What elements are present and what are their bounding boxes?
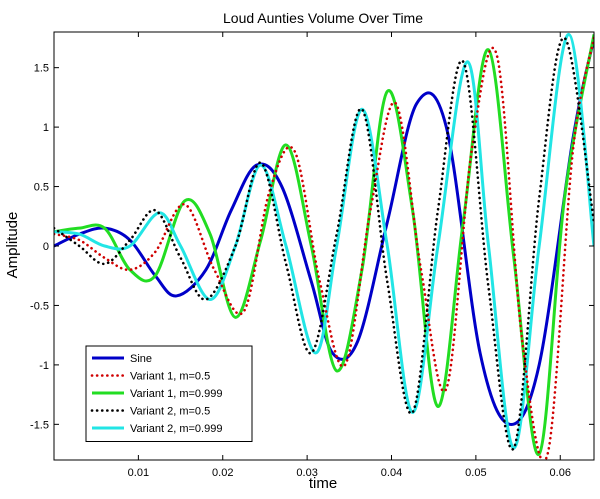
legend: Sine Variant 1, m=0.5 Variant 1, m=0.999 Va… — [85, 345, 253, 442]
legend-label: Variant 1, m=0.5 — [130, 371, 210, 383]
series-line-5 — [54, 32, 594, 450]
x-tick-label: 0.01 — [128, 467, 149, 479]
x-tick-label: 0.05 — [465, 467, 486, 479]
series-line-4 — [54, 36, 594, 451]
chart-title: Loud Aunties Volume Over Time — [223, 10, 423, 26]
x-axis-label: time — [309, 475, 337, 492]
y-tick-label: -1.5 — [30, 419, 49, 431]
x-tick-label: 0.03 — [296, 467, 317, 479]
legend-label: Variant 1, m=0.999 — [130, 388, 222, 400]
legend-label: Variant 2, m=0.999 — [130, 423, 222, 435]
y-tick-label: 0 — [43, 241, 49, 253]
x-tick-label: 0.04 — [381, 467, 402, 479]
x-tick-label: 0.02 — [212, 467, 233, 479]
legend-label: Sine — [130, 353, 152, 365]
y-tick-label: 0.5 — [34, 182, 49, 194]
series-line-3 — [54, 34, 594, 456]
y-tick-label: -1 — [39, 360, 49, 372]
x-tick-label: 0.06 — [550, 467, 571, 479]
y-tick-label: 1.5 — [34, 63, 49, 75]
legend-label: Variant 2, m=0.5 — [130, 406, 210, 418]
y-tick-label: 1 — [43, 122, 49, 134]
y-axis-label: Amplitude — [4, 212, 21, 279]
series-line-2 — [54, 36, 594, 460]
y-tick-label: -0.5 — [30, 300, 49, 312]
axes: 0.01 0.02 0.03 0.04 0.05 0.06 -1.5 -1 -0.5 0 0.5 1 1… — [30, 31, 595, 479]
plot-area — [54, 32, 594, 460]
